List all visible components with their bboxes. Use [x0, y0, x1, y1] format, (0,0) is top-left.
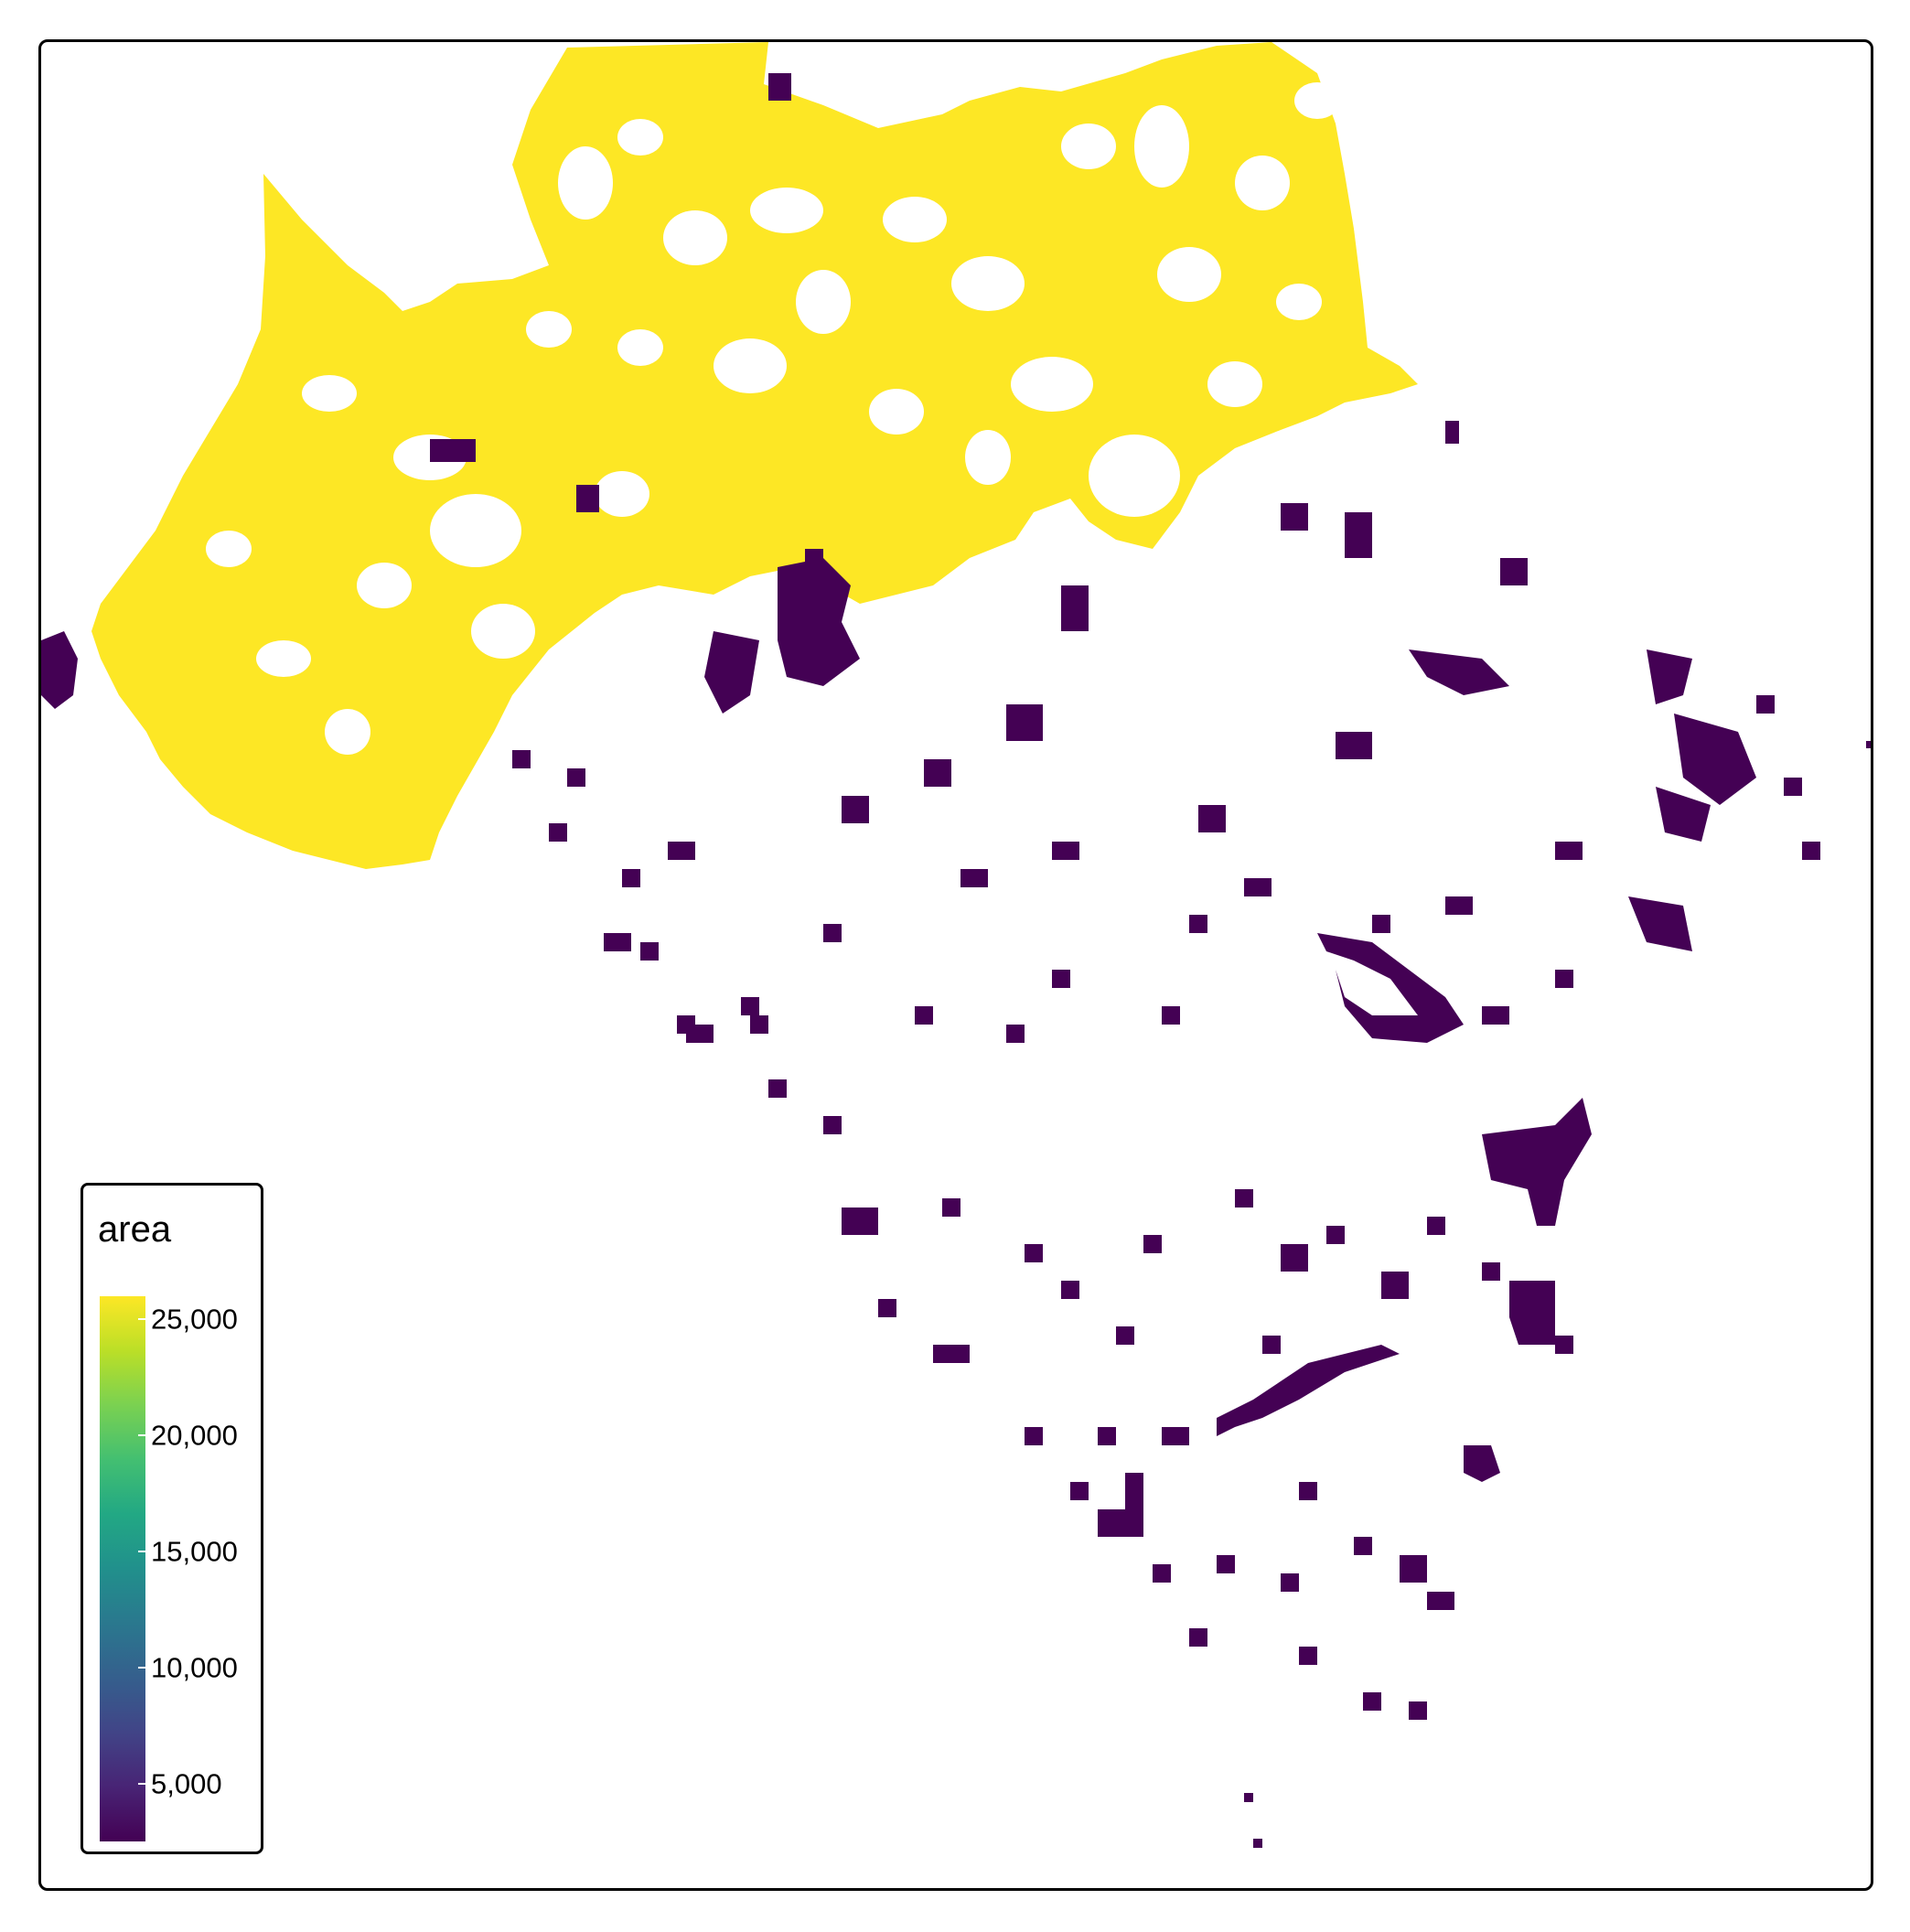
- legend-tick-mark: [138, 1434, 147, 1437]
- high-area-region: [91, 42, 1418, 869]
- legend-tick-label: 15,000: [151, 1535, 238, 1568]
- low-area-patches: [41, 73, 1871, 1848]
- legend-tick-label: 5,000: [151, 1767, 222, 1800]
- legend: area 25,000 20,000 15,000 10,000 5,000: [80, 1183, 263, 1854]
- legend-tick-label: 10,000: [151, 1651, 238, 1684]
- legend-tick-mark: [138, 1550, 147, 1552]
- legend-tick-mark: [138, 1666, 147, 1669]
- legend-title: area: [98, 1209, 172, 1250]
- legend-tick-mark: [138, 1318, 147, 1321]
- legend-tick-label: 25,000: [151, 1303, 238, 1336]
- no-data-gaps: [206, 82, 1340, 755]
- legend-tick-mark: [138, 1782, 147, 1785]
- legend-tick-label: 20,000: [151, 1419, 238, 1452]
- legend-color-bar: [100, 1296, 145, 1841]
